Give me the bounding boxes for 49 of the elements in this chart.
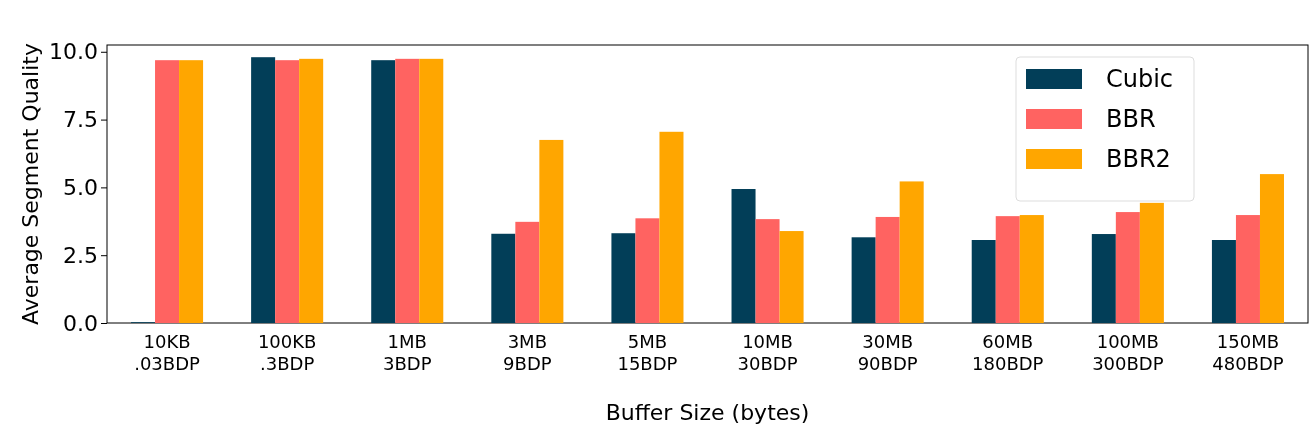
- bar: [635, 218, 660, 323]
- bar: [659, 131, 684, 323]
- bar: [1259, 174, 1284, 323]
- x-tick-label: 10KB .03BDP: [134, 331, 201, 374]
- x-tick-label: 3MB 9BDP: [503, 331, 552, 374]
- legend-label: BBR2: [1106, 145, 1171, 173]
- bar: [419, 58, 444, 323]
- legend-label: BBR: [1106, 105, 1156, 133]
- x-axis-title: Buffer Size (bytes): [605, 400, 810, 425]
- bar: [1115, 212, 1140, 323]
- bar: [1235, 215, 1260, 323]
- bar: [491, 233, 516, 323]
- bar: [1091, 234, 1116, 323]
- bar: [875, 216, 900, 323]
- bar: [971, 240, 996, 323]
- bar: [179, 60, 204, 323]
- y-tick-label: 10.0: [49, 39, 98, 65]
- x-tick-label: 30MB 90BDP: [857, 331, 918, 374]
- bar: [539, 139, 564, 323]
- bar: [395, 58, 420, 323]
- bar: [275, 60, 300, 323]
- y-tick-label: 5.0: [63, 174, 98, 200]
- x-tick-label: 5MB 15BDP: [617, 331, 678, 374]
- bar: [611, 233, 636, 323]
- bar: [995, 216, 1020, 323]
- bar: [779, 231, 804, 323]
- bar: [515, 221, 540, 323]
- bar: [899, 181, 924, 323]
- bar: [1019, 215, 1044, 323]
- bar: [1139, 202, 1164, 323]
- bar: [299, 58, 324, 323]
- x-tick-label: 60MB 180BDP: [972, 331, 1044, 374]
- bar: [731, 189, 756, 323]
- y-tick-label: 2.5: [63, 242, 98, 268]
- bar: [755, 219, 780, 323]
- x-tick-label: 1MB 3BDP: [382, 331, 432, 374]
- bar: [1211, 240, 1236, 323]
- y-tick-label: 7.5: [63, 107, 98, 133]
- bar: [851, 237, 876, 323]
- y-axis-title: Average Segment Quality: [18, 43, 43, 325]
- legend-label: Cubic: [1106, 65, 1174, 93]
- x-tick-label: 10MB 30BDP: [737, 331, 798, 374]
- bar: [371, 60, 396, 323]
- x-tick-label: 100MB 300BDP: [1092, 331, 1164, 374]
- bar: [155, 60, 180, 323]
- bar: [251, 57, 276, 323]
- y-tick-label: 0.0: [63, 310, 98, 336]
- x-tick-label: 150MB 480BDP: [1212, 331, 1284, 374]
- x-tick-label: 100KB .3BDP: [257, 331, 317, 374]
